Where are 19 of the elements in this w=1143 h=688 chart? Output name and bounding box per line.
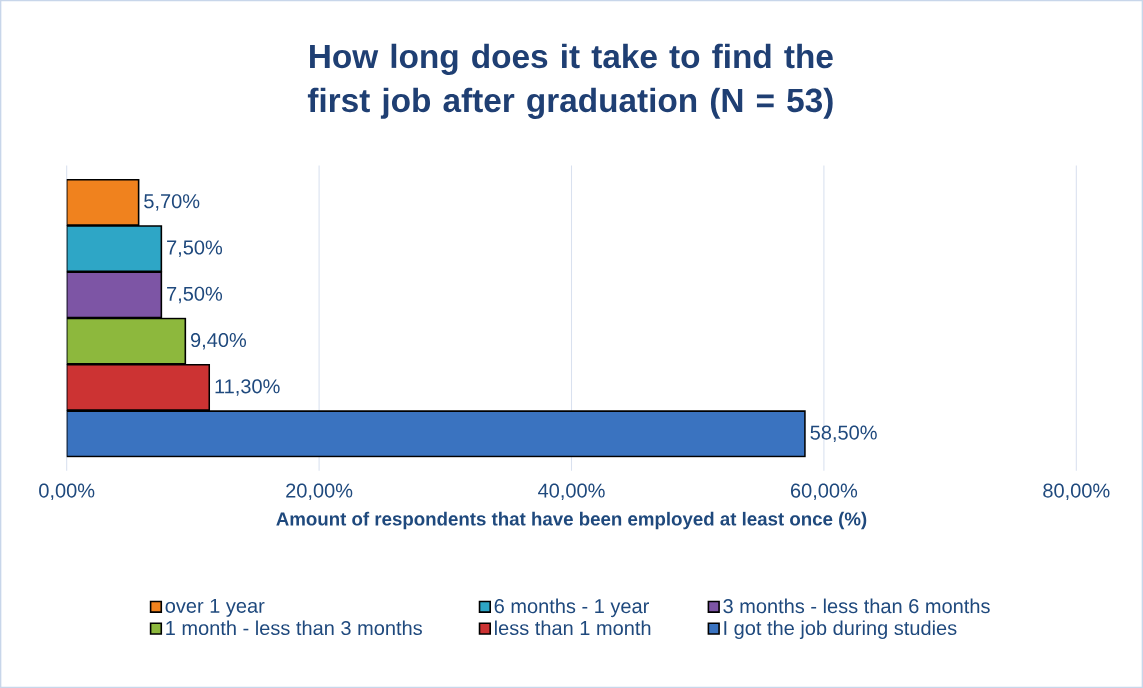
data-label: 9,40% bbox=[190, 332, 247, 350]
x-tick-label: 40,00% bbox=[538, 483, 605, 500]
x-axis-title: Amount of respondents that have been employed at least once (%) bbox=[276, 511, 867, 530]
x-tick-label: 20,00% bbox=[286, 483, 353, 500]
data-label: 7,50% bbox=[167, 286, 223, 304]
legend-label: I got the job during studies bbox=[724, 620, 957, 639]
legend-label: 6 months - 1 year bbox=[494, 598, 649, 618]
x-tick-label: 0,00% bbox=[39, 483, 95, 500]
legend-label: less than 1 month bbox=[495, 620, 651, 635]
data-label: 58,50% bbox=[810, 425, 877, 442]
x-tick-label: 60,00% bbox=[791, 483, 858, 500]
data-label: 11,30% bbox=[215, 379, 280, 396]
data-label: 7,50% bbox=[167, 240, 223, 257]
legend-label: 1 month - less than 3 months bbox=[166, 620, 422, 635]
chart-title: How long does it take to find the first job after graduation (N = 53) bbox=[307, 43, 833, 119]
x-tick-label: 80,00% bbox=[1043, 483, 1110, 500]
legend-label: 3 months - less than 6 months bbox=[723, 598, 990, 614]
legend-label: over 1 year bbox=[165, 598, 265, 617]
data-label: 5,70% bbox=[144, 194, 200, 211]
